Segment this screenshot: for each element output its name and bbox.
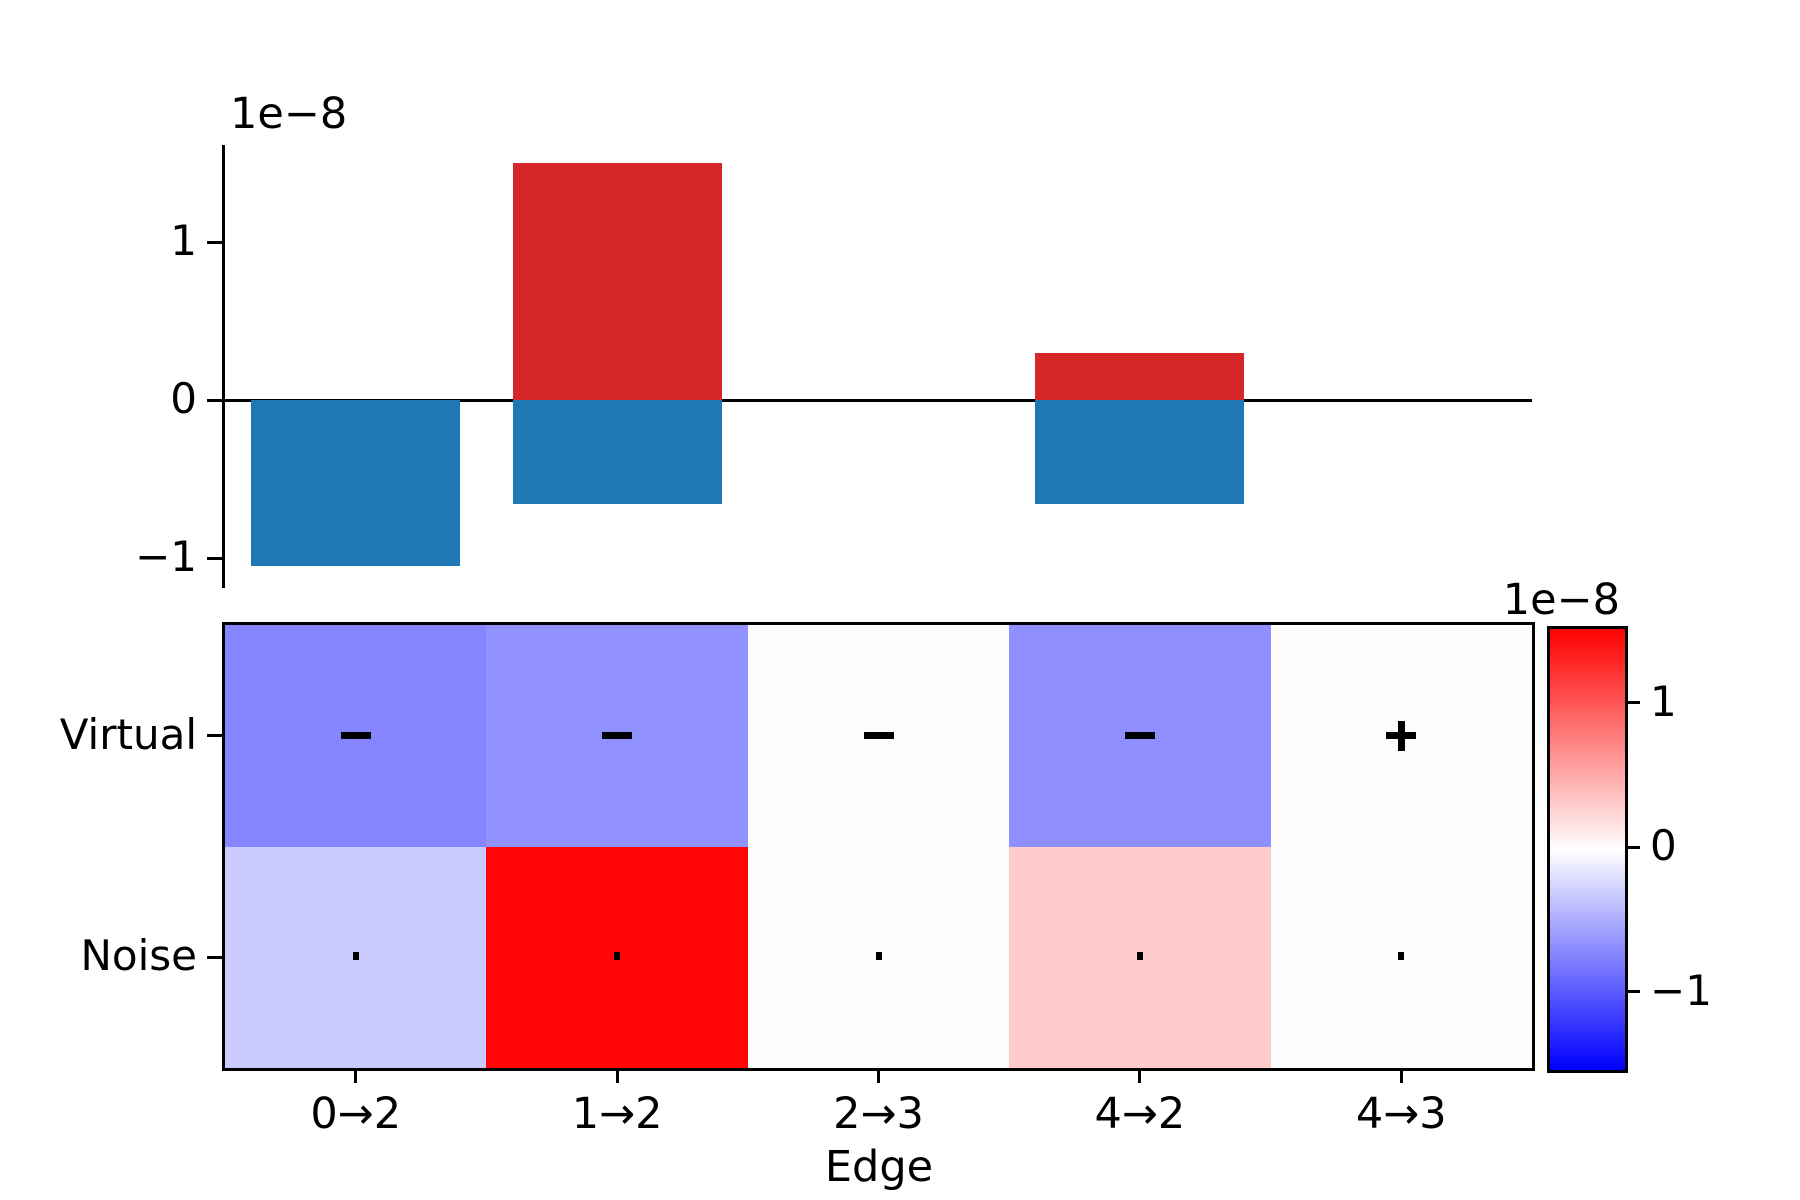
colorbar-tick-label: 0 [1650,821,1677,871]
heatmap-xlabel: Edge [824,1142,934,1192]
bar-zero-line [225,398,1532,402]
cell-plus-sign-v [1397,720,1405,751]
bar-ytick-label: 0 [170,374,197,424]
heatmap-col-label: 1→2 [571,1089,663,1139]
bar-axis-offset-label: 1e−8 [230,89,348,139]
cell-dot-sign [875,952,882,961]
cell-minus-sign [863,732,894,740]
bar-negative-segment [251,400,461,566]
heatmap-row-tick [207,955,222,959]
colorbar-tick [1625,990,1640,993]
heatmap-col-label: 2→3 [833,1089,924,1139]
bar-ytick [207,240,222,244]
bar-positive-segment [512,163,722,400]
bar-negative-segment [1035,400,1245,505]
colorbar-gradient [1547,626,1628,1073]
heatmap-col-tick [1399,1068,1403,1083]
cell-dot-sign [1136,952,1143,961]
bar-ytick [207,398,222,402]
heatmap-col-tick [877,1068,880,1083]
heatmap-row-label: Noise [80,931,197,981]
cell-minus-sign [340,732,371,740]
colorbar-tick [1625,845,1640,849]
bar-negative-segment [512,400,722,505]
heatmap-border [222,622,1535,1071]
heatmap-row-label: Virtual [59,709,197,759]
heatmap-col-tick [1138,1068,1142,1083]
bar-positive-segment [1035,352,1245,400]
cell-dot-sign [1398,952,1405,961]
bar-ytick-label: −1 [135,532,197,582]
colorbar-tick [1625,701,1640,704]
cell-minus-sign [602,732,633,740]
heatmap-col-label: 4→2 [1094,1089,1186,1139]
heatmap-col-tick [354,1068,358,1083]
cell-dot-sign [614,952,621,961]
bar-ytick-label: 1 [170,216,197,266]
heatmap-row-tick [207,734,222,738]
colorbar-tick-label: 1 [1650,676,1677,726]
heatmap-col-tick [615,1068,619,1083]
cell-dot-sign [352,952,359,961]
colorbar-offset-label: 1e−8 [1502,575,1620,625]
heatmap-col-label: 4→3 [1355,1089,1447,1139]
bar-ytick [207,556,222,560]
cell-minus-sign [1124,732,1155,740]
heatmap-col-label: 0→2 [310,1089,402,1139]
bar-y-axis-spine [222,145,225,588]
colorbar-tick-label: −1 [1650,965,1712,1015]
